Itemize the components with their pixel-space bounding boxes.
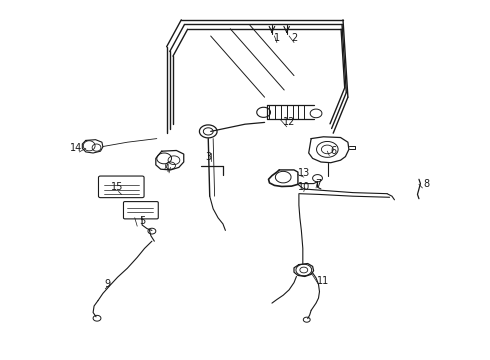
Text: 9: 9: [105, 279, 111, 289]
Text: 2: 2: [291, 33, 297, 43]
Text: 10: 10: [297, 182, 310, 192]
Text: 1: 1: [274, 33, 280, 43]
FancyBboxPatch shape: [98, 176, 144, 198]
Text: 3: 3: [205, 152, 211, 162]
Text: 14: 14: [70, 143, 82, 153]
Text: 15: 15: [111, 182, 124, 192]
Text: 13: 13: [297, 168, 310, 178]
Text: 11: 11: [318, 276, 329, 286]
FancyBboxPatch shape: [123, 202, 158, 219]
Text: 5: 5: [139, 216, 145, 226]
Text: 4: 4: [164, 164, 170, 174]
Text: 12: 12: [283, 117, 295, 127]
Text: 7: 7: [316, 179, 321, 189]
Text: 8: 8: [423, 179, 429, 189]
Text: 6: 6: [330, 146, 336, 156]
